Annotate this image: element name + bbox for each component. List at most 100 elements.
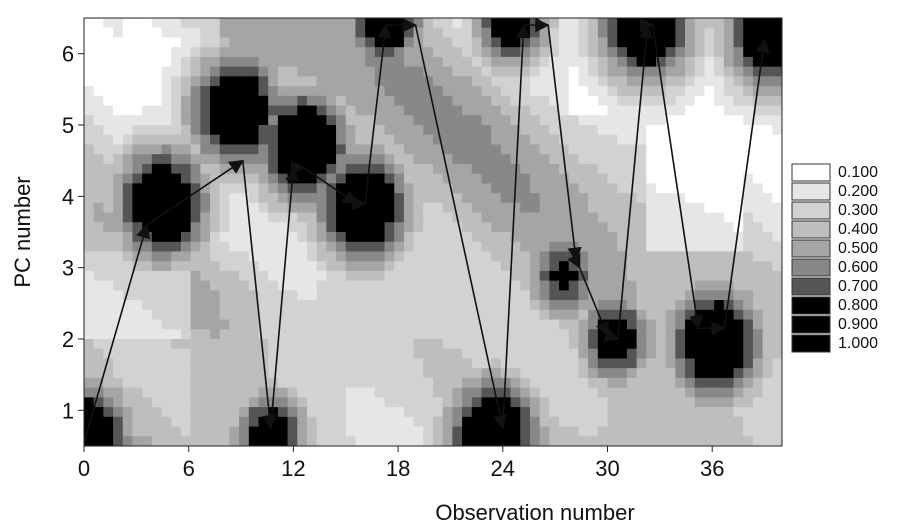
heatmap-cell (142, 105, 153, 116)
heatmap-cell (190, 270, 201, 282)
heatmap-cell (345, 358, 356, 369)
heatmap-cell (704, 251, 715, 262)
heatmap-cell (248, 329, 259, 340)
heatmap-cell (229, 66, 240, 77)
heatmap-cell (180, 329, 192, 340)
heatmap-cell (384, 319, 395, 330)
heatmap-cell (452, 154, 463, 165)
heatmap-cell (704, 86, 715, 97)
heatmap-cell (161, 270, 172, 282)
heatmap-cell (539, 309, 550, 320)
heatmap-cell (171, 37, 182, 48)
heatmap-cell (210, 358, 221, 369)
heatmap-cell (762, 319, 773, 330)
heatmap-cell (655, 47, 667, 58)
heatmap-cell (772, 309, 782, 320)
heatmap-cell (258, 222, 269, 233)
heatmap-cell (161, 329, 172, 340)
heatmap-cell (607, 232, 618, 243)
heatmap-cell (520, 339, 531, 350)
heatmap-cell (287, 270, 298, 282)
heatmap-cell (103, 416, 114, 427)
heatmap-cell (549, 329, 560, 340)
heatmap-cell (597, 426, 608, 437)
heatmap-cell (714, 27, 725, 38)
heatmap-cell (93, 173, 104, 184)
heatmap-cell (471, 416, 482, 427)
heatmap-cell (685, 125, 696, 136)
heatmap-cell (549, 95, 560, 106)
heatmap-cell (655, 397, 667, 408)
heatmap-cell (743, 280, 754, 291)
heatmap-cell (743, 76, 754, 87)
heatmap-cell (704, 270, 715, 282)
heatmap-cell (316, 18, 327, 29)
heatmap-cell (384, 134, 395, 145)
heatmap-cell (568, 212, 579, 223)
heatmap-cell (510, 27, 521, 38)
heatmap-cell (326, 426, 337, 437)
heatmap-cell (772, 66, 782, 77)
heatmap-cell (268, 76, 279, 87)
heatmap-cell (132, 348, 143, 359)
heatmap-cell (743, 105, 754, 116)
heatmap-cell (772, 173, 782, 184)
heatmap-cell (772, 270, 782, 282)
heatmap-cell (151, 134, 162, 145)
heatmap-cell (442, 66, 453, 77)
heatmap-cell (714, 416, 725, 427)
heatmap-cell (297, 212, 308, 223)
heatmap-cell (772, 115, 782, 126)
heatmap-cell (655, 95, 667, 106)
heatmap-cell (219, 251, 230, 262)
heatmap-cell (752, 193, 764, 204)
heatmap-cell (529, 202, 541, 213)
heatmap-cell (403, 95, 415, 106)
heatmap-cell (626, 309, 637, 320)
heatmap-cell (433, 251, 444, 262)
heatmap-cell (287, 183, 298, 194)
heatmap-cell (694, 251, 705, 262)
heatmap-cell (433, 241, 444, 252)
heatmap-cell (529, 416, 541, 427)
heatmap-cell (423, 319, 434, 330)
heatmap-cell (520, 436, 531, 446)
heatmap-cell (229, 37, 240, 48)
heatmap-cell (578, 387, 589, 398)
heatmap-cell (694, 261, 705, 272)
heatmap-cell (248, 232, 259, 243)
heatmap-cell (190, 280, 201, 291)
heatmap-cell (297, 300, 308, 311)
heatmap-cell (345, 105, 356, 116)
heatmap-cell (316, 193, 327, 204)
heatmap-cell (374, 426, 385, 437)
heatmap-cell (297, 319, 308, 330)
heatmap-cell (403, 261, 415, 272)
heatmap-cell (433, 134, 444, 145)
heatmap-cell (423, 407, 434, 418)
heatmap-cell (258, 154, 269, 165)
heatmap-cell (636, 251, 647, 262)
heatmap-cell (665, 358, 676, 369)
heatmap-cell (539, 115, 550, 126)
heatmap-cell (316, 202, 327, 213)
heatmap-cell (423, 232, 434, 243)
heatmap-cell (394, 397, 405, 408)
heatmap-cell (539, 144, 550, 155)
heatmap-cell (772, 377, 782, 389)
heatmap-cell (510, 115, 521, 126)
heatmap-cell (685, 163, 696, 175)
heatmap-cell (336, 251, 347, 262)
heatmap-cell (394, 387, 405, 398)
heatmap-cell (287, 18, 298, 29)
heatmap-cell (675, 76, 686, 87)
heatmap-cell (442, 280, 453, 291)
heatmap-cell (394, 290, 405, 301)
heatmap-cell (161, 193, 172, 204)
heatmap-cell (442, 241, 453, 252)
heatmap-cell (704, 309, 715, 320)
heatmap-cell (306, 154, 318, 165)
heatmap-cell (529, 154, 541, 165)
heatmap-cell (122, 183, 133, 194)
heatmap-cell (607, 407, 618, 418)
